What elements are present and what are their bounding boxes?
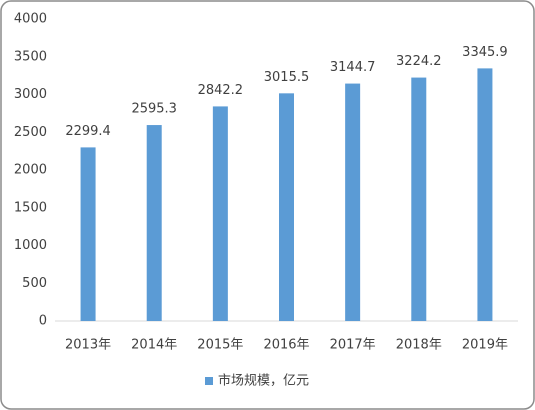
- data-label: 2299.4: [65, 124, 111, 139]
- x-tick-label: 2016年: [263, 338, 309, 353]
- x-tick-label: 2015年: [197, 338, 243, 353]
- data-label: 2595.3: [131, 102, 177, 117]
- x-tick-label: 2018年: [396, 338, 442, 353]
- bar: [345, 83, 361, 321]
- data-label: 3015.5: [264, 70, 310, 85]
- y-tick-label: 4000: [14, 12, 47, 27]
- x-tick-label: 2014年: [131, 338, 177, 353]
- legend-label: 市场规模，亿元: [218, 373, 309, 389]
- bar: [80, 147, 96, 321]
- bar: [477, 68, 493, 321]
- y-tick-label: 500: [22, 276, 47, 291]
- y-tick-label: 2500: [14, 125, 47, 140]
- x-tick-label: 2017年: [330, 338, 376, 353]
- bar: [212, 106, 228, 321]
- data-label: 3345.9: [462, 45, 508, 60]
- x-tick-label: 2019年: [462, 338, 508, 353]
- bar: [411, 77, 427, 321]
- data-label: 3144.7: [330, 60, 376, 75]
- y-tick-label: 1000: [14, 238, 47, 253]
- y-tick-label: 3000: [14, 87, 47, 102]
- y-tick-label: 3500: [14, 49, 47, 64]
- y-tick-label: 2000: [14, 163, 47, 178]
- x-tick-label: 2013年: [65, 338, 111, 353]
- y-tick-label: 1500: [14, 200, 47, 215]
- bar: [146, 125, 162, 322]
- data-label: 3224.2: [396, 54, 442, 69]
- bar: [279, 93, 294, 322]
- data-label: 2842.2: [198, 83, 244, 98]
- y-tick-label: 0: [39, 314, 47, 329]
- legend-swatch: [205, 377, 213, 385]
